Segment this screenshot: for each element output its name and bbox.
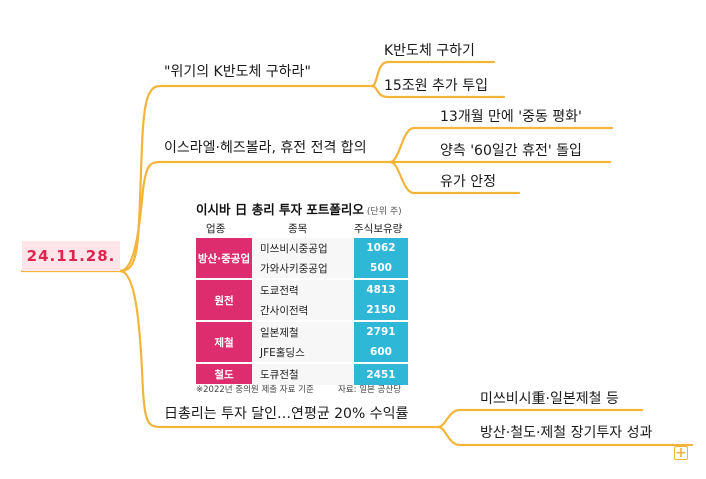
company-cell: 도쿄전력 — [252, 279, 354, 300]
footnote-source-basis: ※2022년 중의원 제출 자료 기준 — [196, 385, 314, 395]
company-cell: JFE홀딩스 — [252, 342, 354, 364]
portfolio-unit: (단위 주) — [366, 207, 402, 217]
child-node-additional-investment[interactable]: 15조원 추가 투입 — [384, 78, 488, 94]
shares-cell: 600 — [354, 342, 408, 364]
child-node-60-day-truce[interactable]: 양측 '60일간 휴전' 돌입 — [440, 143, 582, 159]
shares-cell: 2150 — [354, 300, 408, 322]
sector-cell: 제철 — [196, 321, 252, 364]
branch-node-semiconductor[interactable]: "위기의 K반도체 구하라" — [164, 64, 311, 80]
header-shares: 주식보유량 — [354, 223, 403, 235]
header-sector: 업종 — [206, 223, 226, 235]
portfolio-table: 방산·중공업 미쓰비시중공업 1062 가와사키중공업 500 원전 도쿄전력 … — [196, 238, 408, 386]
child-node-long-term-investment[interactable]: 방산·철도·제철 장기투자 성과 — [480, 425, 653, 441]
sector-cell: 원전 — [196, 279, 252, 322]
shares-cell: 2791 — [354, 321, 408, 342]
shares-cell: 4813 — [354, 279, 408, 300]
company-cell: 일본제철 — [252, 321, 354, 342]
shares-cell: 1062 — [354, 238, 408, 258]
plus-icon[interactable]: + — [674, 445, 688, 461]
sector-cell: 철도 — [196, 363, 252, 386]
shares-cell: 2451 — [354, 363, 408, 385]
company-cell: 간사이전력 — [252, 300, 354, 322]
portfolio-table-image: 이시바 日 총리 투자 포트폴리오 (단위 주) 업종 종목 주식보유량 방산·중… — [192, 197, 414, 399]
branch-node-ceasefire[interactable]: 이스라엘·헤즈볼라, 휴전 전격 합의 — [164, 140, 367, 156]
child-node-semiconductor-rescue[interactable]: K반도체 구하기 — [384, 43, 475, 59]
child-node-middle-east-peace[interactable]: 13개월 만에 '중동 평화' — [440, 109, 582, 125]
root-node[interactable]: 24.11.28. — [22, 241, 120, 271]
footnote-source: 자료: 일본 공산당 — [338, 385, 402, 395]
branch-node-investment[interactable]: 日총리는 투자 달인…연평균 20% 수익률 — [164, 406, 409, 422]
portfolio-title: 이시바 日 총리 투자 포트폴리오 (단위 주) — [196, 202, 402, 217]
sector-cell: 방산·중공업 — [196, 238, 252, 280]
company-cell: 미쓰비시중공업 — [252, 238, 354, 258]
header-company: 종목 — [288, 223, 308, 235]
company-cell: 도큐전철 — [252, 363, 354, 385]
shares-cell: 500 — [354, 258, 408, 280]
company-cell: 가와사키중공업 — [252, 258, 354, 280]
child-node-oil-price[interactable]: 유가 안정 — [440, 174, 496, 190]
child-node-mitsubishi[interactable]: 미쓰비시重·일본제철 등 — [480, 391, 619, 407]
